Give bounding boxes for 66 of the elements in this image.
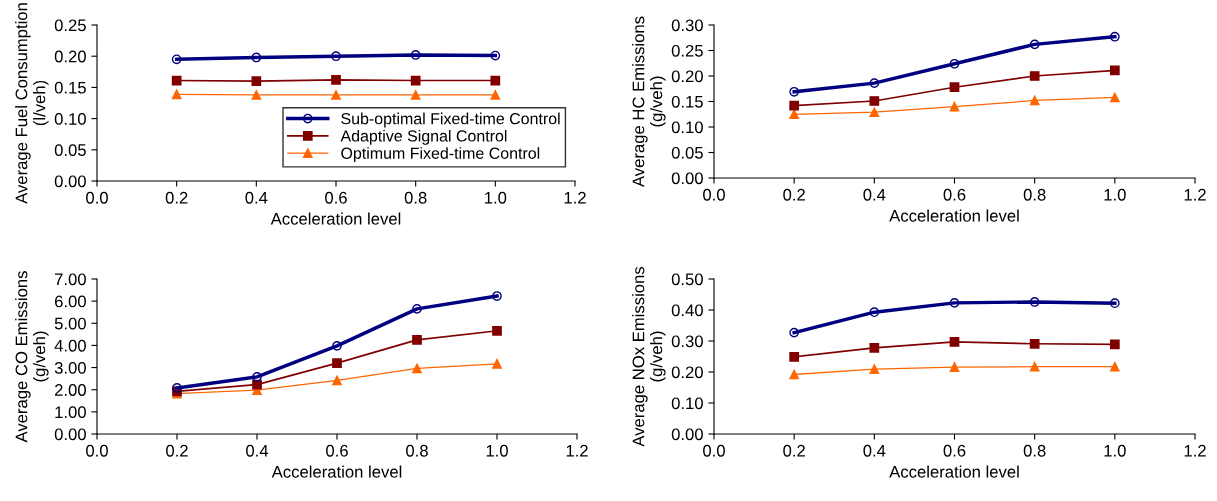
x-tick-label: 0.0 [86,444,108,457]
y-tick-label: 1.00 [55,406,86,419]
x-tick-label: 0.8 [404,191,427,204]
x-tick-label: 0.2 [165,191,188,204]
y-tick-label: 0.30 [671,19,703,32]
y-axis-title: Average CO Emissions (g/veh) [15,271,49,443]
x-tick-label: 1.2 [566,444,588,457]
y-tick-label: 0.05 [671,146,703,159]
x-tick-label: 0.6 [325,191,347,204]
y-tick-label: 0.20 [671,70,703,83]
y-tick-label: 0.25 [54,19,86,32]
x-tick-label: 0.2 [783,444,805,457]
x-tick-label: 0.4 [863,444,886,457]
x-tick-label: 0.4 [246,444,269,457]
x-tick-label: 0.0 [703,444,725,457]
y-tick-label: 6.00 [54,295,86,308]
x-axis-title: Acceleration level [270,212,401,225]
x-tick-label: 0.8 [406,444,428,457]
y-tick-label: 5.00 [54,317,86,330]
y-tick-label: 0.50 [671,273,703,286]
y-tick-label: 2.00 [54,384,86,396]
x-tick-label: 0.6 [943,444,966,457]
x-tick-label: 1.2 [1184,188,1206,201]
x-tick-label: 0.4 [245,191,268,204]
y-axis-title: Average NOx Emissions (g/veh) [632,266,666,447]
legend-label: Sub-optimal Fixed-time Control [341,112,560,128]
x-tick-label: 1.0 [1104,188,1126,201]
x-tick-label: 0.2 [783,188,805,201]
x-tick-label: 0.8 [1023,444,1046,457]
y-tick-label: 0.25 [671,44,703,57]
x-axis-title: Acceleration level [271,465,402,478]
y-tick-label: 4.00 [54,339,86,352]
x-tick-label: 0.8 [1023,188,1046,201]
x-tick-label: 0.0 [703,188,725,201]
y-tick-label: 0.10 [671,121,703,134]
x-tick-label: 1.0 [486,444,508,457]
y-tick-label: 0.00 [671,172,703,185]
x-tick-label: 1.0 [485,191,507,204]
y-tick-label: 0.00 [54,428,86,441]
y-axis-title: Average HC Emissions (g/veh) [632,16,666,187]
y-tick-label: 0.15 [54,81,86,94]
y-tick-label: 0.40 [671,304,703,317]
x-tick-label: 0.0 [86,191,108,204]
x-tick-label: 0.6 [326,444,348,457]
x-tick-label: 0.6 [943,188,966,201]
y-tick-label: 0.10 [671,397,703,410]
x-tick-label: 1.2 [1184,444,1206,457]
y-tick-label: 7.00 [55,273,86,286]
x-tick-label: 0.4 [863,188,886,201]
y-tick-label: 0.20 [671,366,703,379]
y-tick-label: 0.00 [671,428,703,441]
y-tick-label: 3.00 [54,361,86,374]
legend-label: Adaptive Signal Control [340,129,507,145]
y-tick-label: 0.05 [54,144,86,156]
y-tick-label: 0.15 [671,95,703,108]
y-tick-label: 0.30 [671,335,703,348]
x-axis-title: Acceleration level [889,465,1019,478]
x-axis-title: Acceleration level [889,209,1019,222]
y-tick-label: 0.00 [54,175,86,188]
legend-label: Optimum Fixed-time Control [341,147,540,163]
x-tick-label: 1.0 [1104,444,1126,457]
y-tick-label: 0.20 [54,50,86,63]
y-axis-title: Average Fuel Consumption (l/veh) [15,3,49,204]
x-tick-label: 1.2 [564,191,586,204]
x-tick-label: 0.2 [166,444,188,457]
y-tick-label: 0.10 [54,113,86,125]
